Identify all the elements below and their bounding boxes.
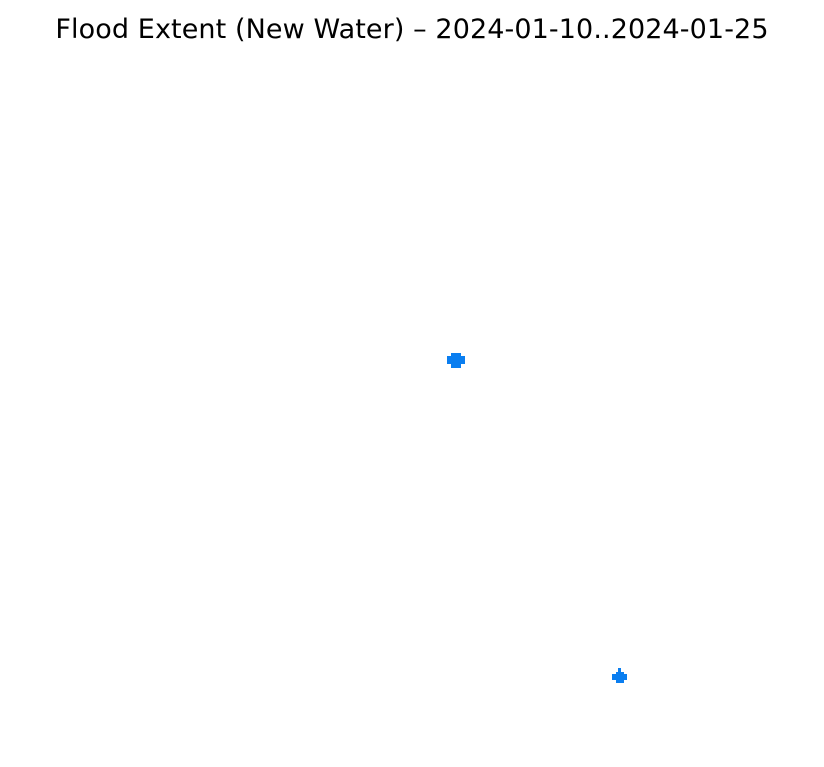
new-water-patch — [447, 353, 465, 368]
map-title: Flood Extent (New Water) – 2024-01-10..2… — [55, 14, 769, 45]
new-water-patch — [612, 668, 627, 683]
